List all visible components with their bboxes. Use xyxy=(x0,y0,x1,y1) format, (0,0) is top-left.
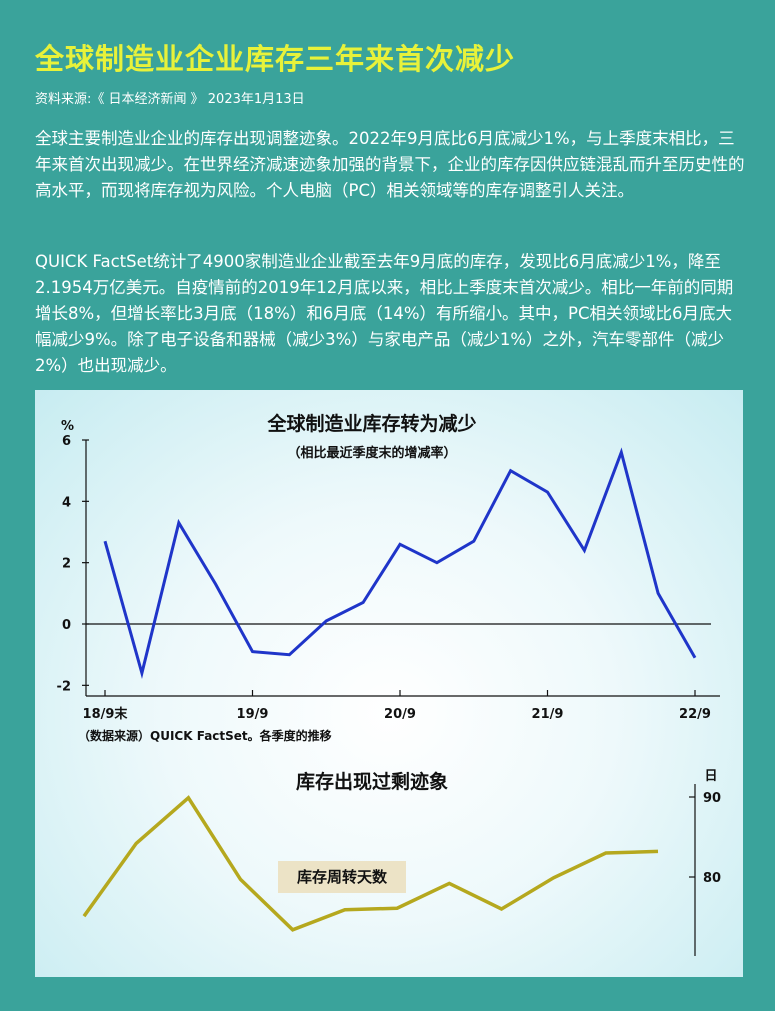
chart1-y-tick-label: 0 xyxy=(62,618,71,633)
chart1-x-tick-label: 21/9 xyxy=(532,707,564,722)
chart1-x-tick-label: 18/9末 xyxy=(83,706,129,722)
chart1-line xyxy=(103,447,697,680)
chart2-series-label: 库存周转天数 xyxy=(297,868,388,886)
chart1-y-tick-label: 6 xyxy=(62,434,71,449)
chart2-line xyxy=(82,795,659,932)
chart1-y-tick-label: -2 xyxy=(57,679,71,694)
paragraph-2: QUICK FactSet统计了4900家制造业企业截至去年9月底的库存，发现比… xyxy=(35,252,734,375)
chart1-series xyxy=(103,447,697,680)
chart1-y-tick-label: 2 xyxy=(62,557,71,572)
source-line: 资料来源:《 日本经济新闻 》 2023年1月13日 xyxy=(35,92,305,107)
paragraph-1: 全球主要制造业企业的库存出现调整迹象。2022年9月底比6月底减少1%，与上季度… xyxy=(35,129,745,200)
chart2-y-tick-label: 80 xyxy=(703,871,721,886)
chart1-ylabel: % xyxy=(61,419,74,434)
chart1-subtitle: （相比最近季度末的增减率） xyxy=(287,445,456,461)
chart2-series-label-box xyxy=(278,861,406,893)
page-title: 全球制造业企业库存三年来首次减少 xyxy=(35,42,516,76)
chart2-title: 库存出现过剩迹象 xyxy=(296,770,448,793)
chart1-x-tick-label: 19/9 xyxy=(237,707,269,722)
chart2-series xyxy=(82,795,659,932)
chart1-x-axis: 18/9末 19/9 20/9 21/9 22/9 xyxy=(83,690,711,722)
chart1-source-note: （数据来源）QUICK FactSet。各季度的推移 xyxy=(78,728,332,743)
chart2-ylabel: 日 xyxy=(704,769,717,784)
chart1-x-tick-label: 22/9 xyxy=(679,707,711,722)
chart2-y-axis: 90 80 xyxy=(689,784,721,956)
charts-svg: 全球制造业库存转为减少 （相比最近季度末的增减率） % 6 4 2 0 -2 18/9末… xyxy=(57,412,721,956)
chart1-y-tick-label: 4 xyxy=(62,495,71,510)
chart-panel: 全球制造业库存转为减少 （相比最近季度末的增减率） % 6 4 2 0 -2 18/9末… xyxy=(35,390,743,977)
chart1-y-axis: 6 4 2 0 -2 xyxy=(57,434,720,697)
chart1-title: 全球制造业库存转为减少 xyxy=(266,412,476,435)
chart1-x-tick-label: 20/9 xyxy=(384,707,416,722)
chart2-y-tick-label: 90 xyxy=(703,791,721,806)
